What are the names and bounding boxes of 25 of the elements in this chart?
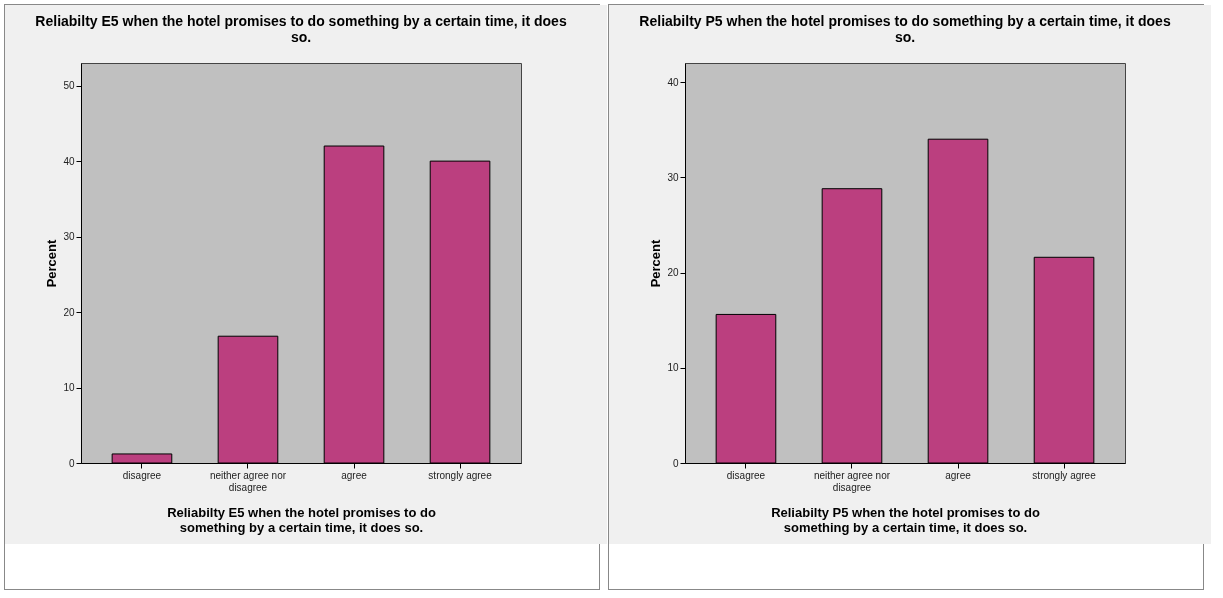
x-axis-title: Reliabilty P5 when the hotel promises to do something by a certain time, it does so. [771,504,1040,535]
x-tick-label: disagree [726,469,766,481]
x-tick-label: agree [945,469,972,481]
y-tick-label: 30 [667,171,679,183]
y-tick-label: 10 [667,362,679,374]
x-axis-title: Reliabilty E5 when the hotel promises to do something by a certain time, it does so. [167,504,436,535]
x-tick-label: disagree [122,469,162,481]
y-tick-label: 20 [63,306,75,318]
y-tick-label: 10 [63,382,75,394]
x-tick-label: strongly agree [1032,469,1097,481]
y-tick-label: 40 [63,155,75,167]
x-tick-label: agree [341,469,368,481]
chart-title: Reliabilty E5 when the hotel promises to do something by a certain time, it does so. [35,13,567,45]
x-tick-label: neither agree nor disagree [209,469,287,493]
y-tick-label: 20 [667,267,679,279]
y-axis-title: Percent [44,238,60,288]
y-tick-label: 0 [672,457,679,469]
y-tick-label: 50 [63,80,75,92]
y-tick-label: 0 [68,457,75,469]
y-tick-label: 40 [667,76,679,88]
x-tick-label: strongly agree [428,469,493,481]
y-axis-title: Percent [648,238,664,288]
x-tick-label: neither agree nor disagree [813,469,891,493]
chart-title: Reliabilty P5 when the hotel promises to do something by a certain time, it does so. [639,13,1171,45]
y-tick-label: 30 [63,231,75,243]
